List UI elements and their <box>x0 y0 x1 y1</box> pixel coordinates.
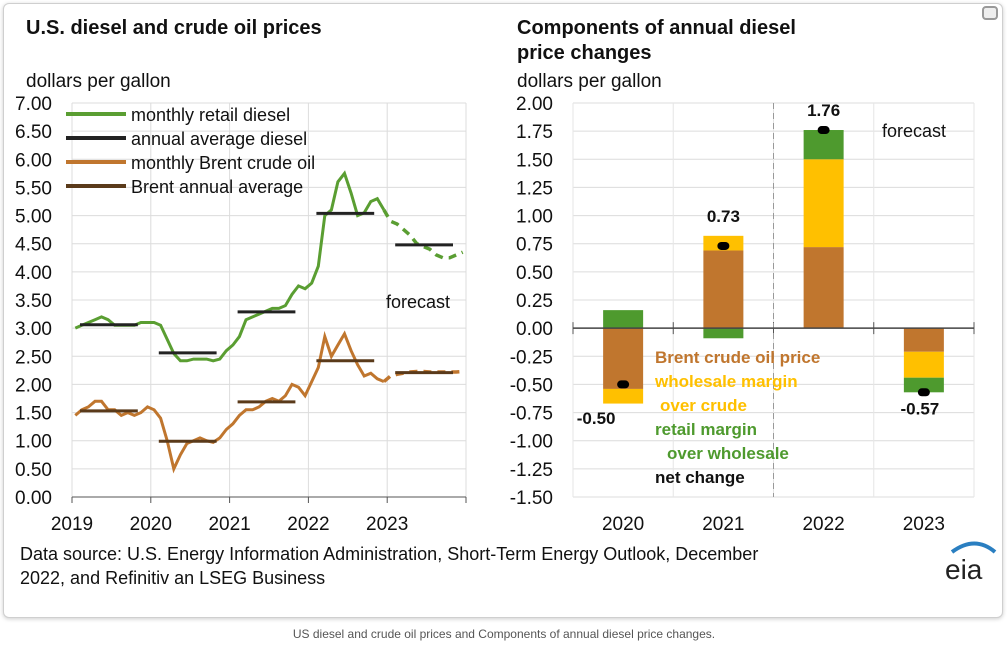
series-line-2 <box>74 330 385 474</box>
net-change-marker <box>917 388 930 397</box>
net-change-label: -0.57 <box>901 399 940 418</box>
y-tick-label: 3.50 <box>15 291 52 312</box>
left-chart-ylabel: dollars per gallon <box>26 71 171 92</box>
y-tick-label: 2.00 <box>15 375 52 396</box>
forecast-label: forecast <box>882 121 946 141</box>
legend-label: monthly Brent crude oil <box>131 153 315 173</box>
y-tick-label: 0.50 <box>15 460 52 481</box>
y-tick-label: 5.50 <box>15 178 52 199</box>
bar-segment-retail <box>903 377 944 393</box>
legend-label: wholesale margin <box>654 372 798 391</box>
y-tick-label: 0.50 <box>516 263 553 284</box>
x-tick-label: 2021 <box>702 514 744 535</box>
y-tick-label: 3.00 <box>15 319 52 340</box>
y-tick-label: 5.00 <box>15 207 52 228</box>
y-tick-label: -1.50 <box>510 488 553 509</box>
y-tick-label: 0.00 <box>516 319 553 340</box>
eia-logo: eia <box>945 554 983 585</box>
legend-label: net change <box>655 468 745 487</box>
right-chart-title: Components of annual diesel price changes <box>517 17 796 64</box>
y-tick-label: -1.25 <box>510 460 553 481</box>
y-tick-label: 6.00 <box>15 150 52 171</box>
series-forecast-line-2 <box>382 369 463 383</box>
net-change-marker <box>717 241 730 250</box>
series-forecast-line-0 <box>382 209 464 260</box>
x-tick-label: 2023 <box>903 514 945 535</box>
figure-caption: US diesel and crude oil prices and Compo… <box>292 627 716 641</box>
bar-segment-retail <box>803 130 844 160</box>
legend-label: over wholesale <box>667 444 789 463</box>
data-source: Data source: U.S. Energy Information Adm… <box>20 544 758 588</box>
right-title-line2: price changes <box>517 42 652 64</box>
y-tick-label: 1.00 <box>516 207 553 228</box>
y-tick-label: -1.00 <box>510 432 553 453</box>
x-tick-label: 2020 <box>130 514 172 535</box>
bar-segment-brent <box>803 247 844 329</box>
y-tick-label: 0.75 <box>516 235 553 256</box>
eia-logo-arc <box>950 541 997 554</box>
right-chart-ylabel: dollars per gallon <box>517 71 662 92</box>
y-tick-label: 1.50 <box>15 404 52 425</box>
y-tick-label: 1.25 <box>516 178 553 199</box>
bar-segment-wholesale <box>803 159 844 248</box>
y-tick-label: 0.00 <box>15 488 52 509</box>
bar-segment-brent <box>603 328 644 389</box>
y-tick-label: 4.00 <box>15 263 52 284</box>
net-change-marker <box>617 380 630 389</box>
legend-label: Brent annual average <box>131 177 303 197</box>
bar-segment-brent <box>703 250 744 329</box>
expand-icon[interactable] <box>982 6 998 20</box>
bar-segment-retail <box>603 310 644 329</box>
y-tick-label: 2.50 <box>15 347 52 368</box>
net-change-label: 0.73 <box>707 207 740 226</box>
y-tick-label: 2.00 <box>516 94 553 115</box>
y-tick-label: 0.25 <box>516 291 553 312</box>
y-tick-label: 1.00 <box>15 432 52 453</box>
net-change-label: 1.76 <box>807 101 840 120</box>
y-tick-label: 7.00 <box>15 94 52 115</box>
y-tick-label: -0.50 <box>510 375 553 396</box>
net-change-label: -0.50 <box>577 409 616 428</box>
legend-label: retail margin <box>655 420 757 439</box>
right-title-line1: Components of annual diesel <box>517 17 796 39</box>
y-tick-label: 4.50 <box>15 235 52 256</box>
legend-label: Brent crude oil price <box>655 348 820 367</box>
forecast-label: forecast <box>386 292 450 312</box>
legend-label: monthly retail diesel <box>131 105 290 125</box>
bar-segment-wholesale <box>903 351 944 378</box>
x-tick-label: 2019 <box>51 514 93 535</box>
y-tick-label: 6.50 <box>15 122 52 143</box>
x-tick-label: 2022 <box>802 514 844 535</box>
x-tick-label: 2022 <box>287 514 329 535</box>
y-tick-label: -0.75 <box>510 404 553 425</box>
bar-segment-retail <box>703 328 744 339</box>
legend-label: over crude <box>660 396 747 415</box>
bar-segment-wholesale <box>603 388 644 404</box>
bar-segment-brent <box>903 328 944 352</box>
y-tick-label: 1.75 <box>516 122 553 143</box>
legend-label: annual average diesel <box>131 129 307 149</box>
x-tick-label: 2023 <box>366 514 408 535</box>
net-change-marker <box>817 126 830 135</box>
y-tick-label: 1.50 <box>516 150 553 171</box>
left-chart-title: U.S. diesel and crude oil prices <box>26 17 322 39</box>
x-tick-label: 2020 <box>602 514 644 535</box>
x-tick-label: 2021 <box>208 514 250 535</box>
y-tick-label: -0.25 <box>510 347 553 368</box>
